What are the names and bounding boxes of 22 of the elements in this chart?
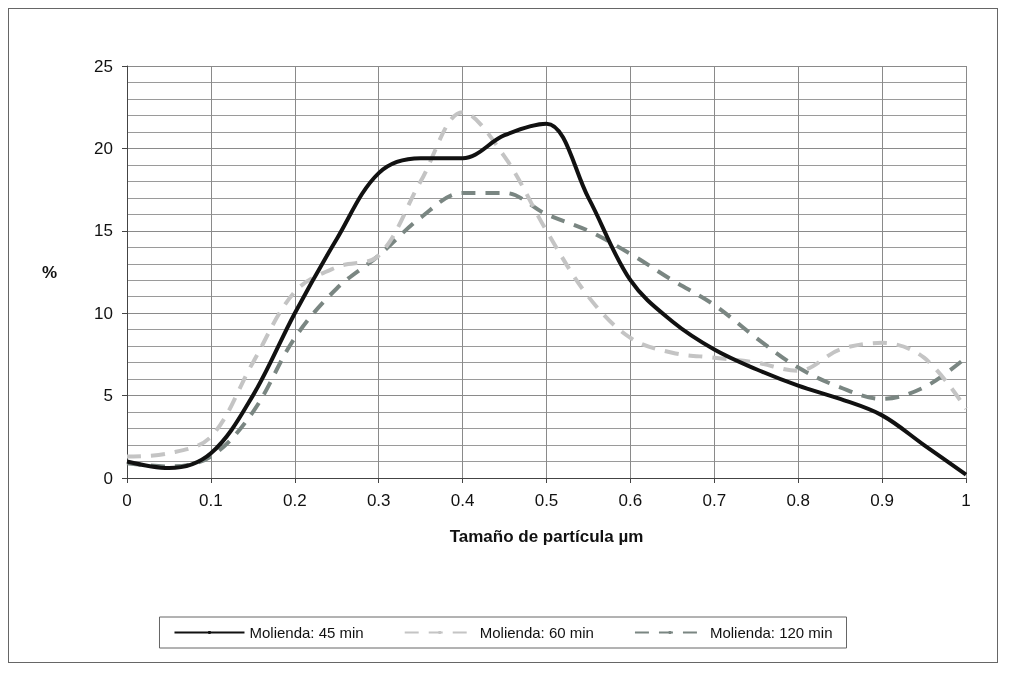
- x-axis-title: Tamaño de partícula µm: [449, 527, 644, 546]
- x-tick-label: 0.8: [786, 491, 811, 510]
- x-tick-label: 0.7: [702, 491, 727, 510]
- y-tick-label: 0: [103, 468, 113, 488]
- x-tick-label: 0.4: [450, 491, 475, 510]
- y-tick-label: 5: [103, 386, 113, 406]
- x-tick-label: 0: [122, 491, 132, 510]
- x-tick-label: 1: [961, 491, 971, 510]
- legend-label: Molienda: 45 min: [249, 624, 364, 641]
- y-tick-label: 10: [94, 303, 113, 323]
- x-tick-label: 0.5: [534, 491, 559, 510]
- x-tick-label: 0.6: [618, 491, 643, 510]
- y-axis-title: %: [41, 262, 57, 282]
- legend-label: Molienda: 60 min: [479, 624, 594, 641]
- x-tick-label: 0.9: [870, 491, 894, 510]
- y-tick-label: 20: [94, 138, 113, 158]
- y-tick-label: 15: [94, 221, 113, 241]
- x-tick-label: 0.2: [282, 491, 307, 510]
- x-tick-label: 0.1: [199, 491, 223, 510]
- x-tick-label: 0.3: [366, 491, 391, 510]
- legend-label: Molienda: 120 min: [709, 624, 833, 641]
- y-tick-label: 25: [94, 56, 113, 76]
